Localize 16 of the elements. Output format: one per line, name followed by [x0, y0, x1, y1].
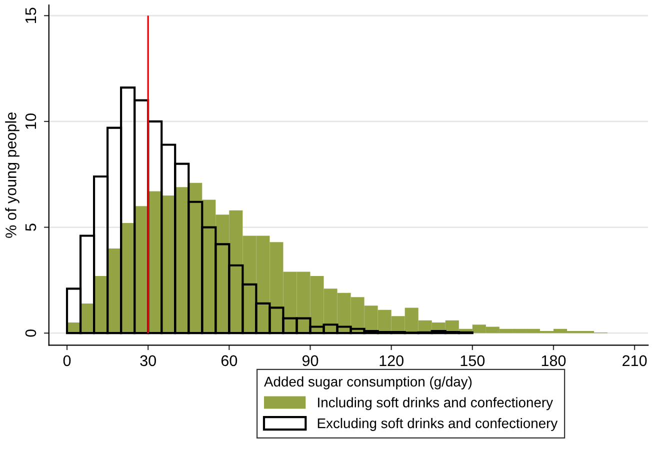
y-tick-label: 0 [25, 329, 36, 337]
x-tick-label: 150 [460, 355, 485, 366]
legend-title: Added sugar consumption (g/day) [264, 376, 472, 390]
x-tick-label: 120 [380, 355, 404, 366]
x-tick-label: 180 [542, 355, 566, 366]
legend-label: Excluding soft drinks and confectionery [318, 418, 558, 431]
y-tick-label: 10 [25, 114, 36, 129]
x-tick-label: 0 [63, 355, 71, 366]
y-tick-label: 15 [25, 8, 36, 23]
x-tick-label: 60 [221, 355, 238, 366]
x-tick-label: 210 [622, 355, 647, 366]
x-tick-label: 30 [140, 355, 156, 366]
x-tick-label: 90 [302, 355, 318, 366]
y-tick-label: 5 [25, 224, 36, 231]
legend-label: Including soft drinks and confectionery [318, 397, 553, 410]
y-axis-title: % of young people [5, 112, 20, 238]
